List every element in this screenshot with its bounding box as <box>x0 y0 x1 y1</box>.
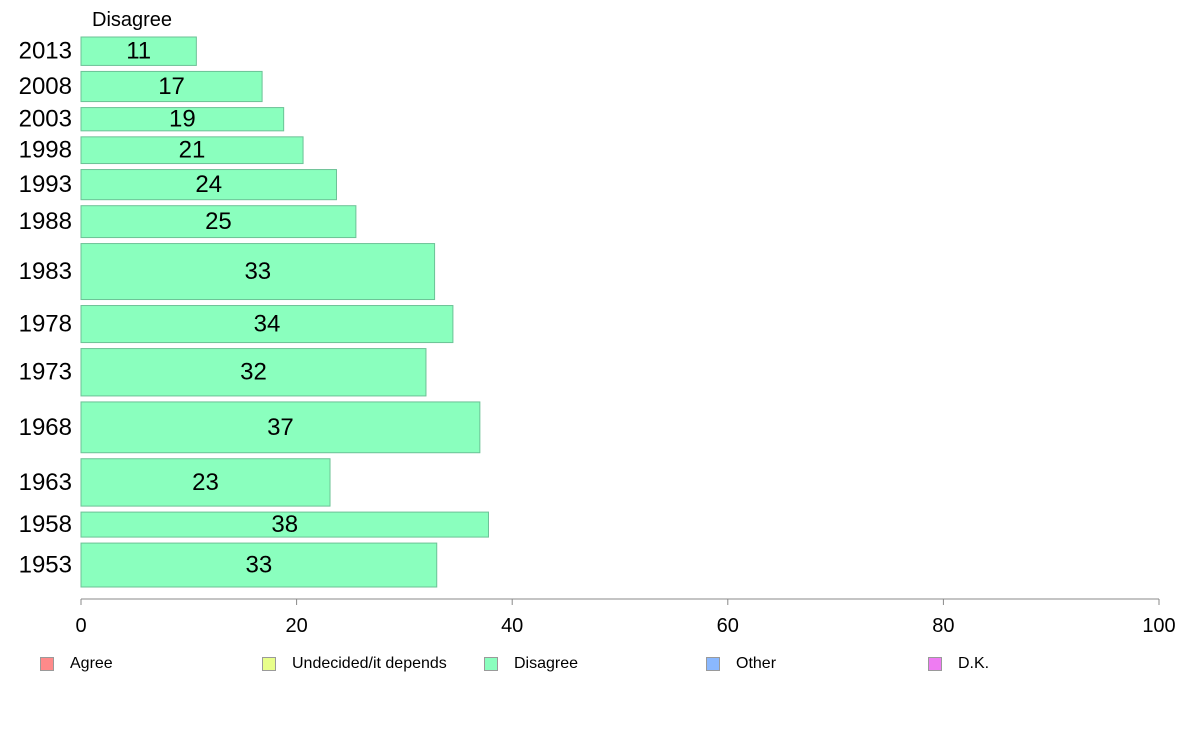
x-tick-label: 60 <box>717 615 739 637</box>
bar-value-label: 21 <box>179 137 206 164</box>
x-tick-label: 100 <box>1142 615 1175 637</box>
legend-label: Disagree <box>514 655 579 672</box>
bar-value-label: 11 <box>126 38 151 65</box>
category-label: 1988 <box>19 208 72 235</box>
bar-value-label: 25 <box>205 208 232 235</box>
bar-1978 <box>80 305 454 344</box>
bar-value-label: 33 <box>244 258 271 285</box>
bars-group: 11 2013 17 2008 19 2003 21 1998 24 1993 25 1988 33 19… <box>19 36 489 588</box>
bar-value-label: 17 <box>158 73 185 100</box>
legend: Agree Undecided/it depends Disagree Other D.… <box>0 650 1188 678</box>
legend-swatch <box>262 657 276 671</box>
category-label: 1983 <box>19 258 72 285</box>
legend-item: Disagree <box>484 650 578 678</box>
bar-1983 <box>80 243 436 301</box>
bar-2008 <box>80 70 263 103</box>
bar-value-label: 23 <box>192 469 219 496</box>
legend-label: Agree <box>70 655 113 672</box>
legend-label: Other <box>736 655 777 672</box>
category-label: 1993 <box>19 171 72 198</box>
bar-1968 <box>80 401 481 454</box>
legend-swatch <box>706 657 720 671</box>
legend-label: D.K. <box>958 655 990 672</box>
category-label: 2008 <box>19 73 72 100</box>
panel-title: Disagree <box>92 9 172 31</box>
bar-value-label: 32 <box>240 359 267 386</box>
bar-value-label: 38 <box>271 511 298 538</box>
category-label: 1968 <box>19 414 72 441</box>
bar-2003 <box>80 107 285 132</box>
x-tick-label: 40 <box>501 615 523 637</box>
bar-1973 <box>80 348 427 397</box>
x-tick-label: 0 <box>75 615 86 637</box>
bar-value-label: 33 <box>246 552 273 579</box>
category-label: 2003 <box>19 106 72 133</box>
bar-1993 <box>80 169 337 201</box>
category-label: 1973 <box>19 359 72 386</box>
category-label: 1978 <box>19 311 72 338</box>
category-label: 2013 <box>19 38 72 65</box>
legend-label: Undecided/it depends <box>292 655 447 672</box>
bar-value-label: 37 <box>267 414 294 441</box>
legend-item: Other <box>706 650 776 678</box>
legend-swatch <box>928 657 942 671</box>
legend-swatch <box>484 657 498 671</box>
bar-value-label: 24 <box>195 171 222 198</box>
bar-1953 <box>80 542 438 588</box>
bar-1998 <box>80 136 304 165</box>
bar-1958 <box>80 511 489 538</box>
legend-item: Agree <box>40 650 113 678</box>
legend-item: Undecided/it depends <box>262 650 447 678</box>
bar-2013 <box>80 36 197 66</box>
category-label: 1998 <box>19 137 72 164</box>
bar-1988 <box>80 205 357 239</box>
legend-item: D.K. <box>928 650 989 678</box>
bar-value-label: 19 <box>169 106 196 133</box>
bar-1963 <box>80 458 331 507</box>
legend-swatch <box>40 657 54 671</box>
x-tick-label: 20 <box>285 615 307 637</box>
category-label: 1958 <box>19 511 72 538</box>
bar-value-label: 34 <box>254 311 281 338</box>
x-tick-label: 80 <box>932 615 954 637</box>
x-axis: 0 20 40 60 80 100 <box>75 598 1176 637</box>
category-label: 1963 <box>19 469 72 496</box>
bar-chart: Disagree 11 2013 17 2008 19 2003 21 1998 24 1993 2… <box>19 9 1176 637</box>
category-label: 1953 <box>19 552 72 579</box>
